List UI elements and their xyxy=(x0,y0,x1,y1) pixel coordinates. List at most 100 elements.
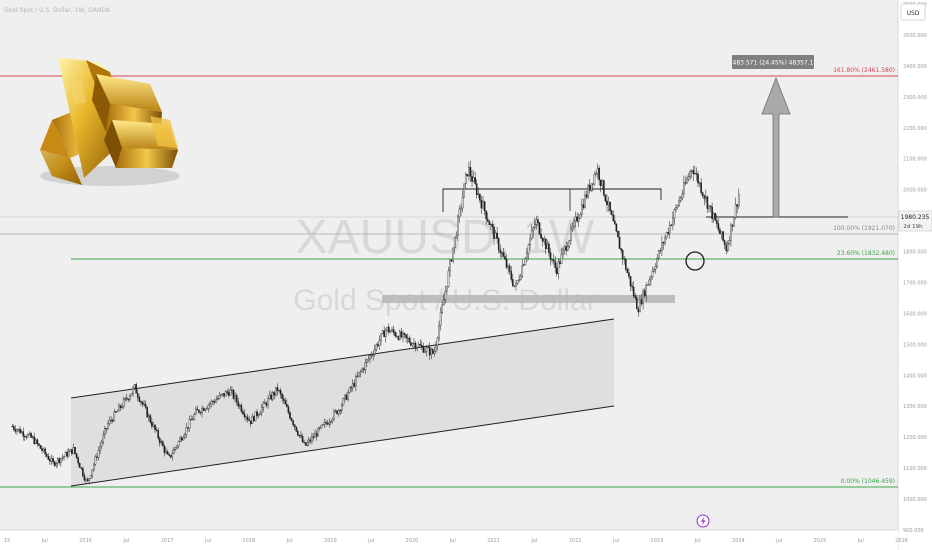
candle xyxy=(36,438,39,448)
candle xyxy=(99,441,101,455)
candle xyxy=(667,227,669,236)
candle xyxy=(625,257,627,272)
candle xyxy=(510,266,513,283)
candle xyxy=(698,181,701,188)
candle xyxy=(370,351,373,359)
candle xyxy=(190,415,192,421)
candle xyxy=(75,453,78,459)
candle xyxy=(248,415,250,422)
candle xyxy=(543,235,546,245)
candle xyxy=(71,449,73,456)
candle xyxy=(424,347,426,354)
candle xyxy=(185,422,188,439)
candle xyxy=(695,167,698,181)
candle xyxy=(453,237,456,254)
gold-bars-image xyxy=(40,58,180,186)
candle xyxy=(16,428,18,435)
candle xyxy=(50,454,53,465)
candle xyxy=(351,379,354,392)
candle xyxy=(505,254,508,270)
candle xyxy=(193,412,196,421)
candle xyxy=(63,455,65,461)
candle xyxy=(227,388,230,398)
candle xyxy=(273,390,276,400)
candle xyxy=(67,447,70,458)
candle xyxy=(292,419,294,427)
support-zone[interactable] xyxy=(382,295,675,303)
channel-lower-line[interactable] xyxy=(70,405,615,487)
candle xyxy=(573,217,575,231)
candle xyxy=(234,392,236,403)
candle xyxy=(119,404,122,411)
candle xyxy=(231,385,233,395)
candle xyxy=(701,191,704,199)
candle xyxy=(240,402,243,414)
time-axis-tick-5: Jul xyxy=(204,538,211,544)
target-arrow[interactable] xyxy=(761,76,791,218)
candle xyxy=(389,329,392,333)
reversal-circle-marker[interactable] xyxy=(685,251,705,271)
candle xyxy=(25,434,28,440)
candle xyxy=(686,175,688,185)
candle xyxy=(392,325,395,336)
candle xyxy=(441,300,444,314)
candle xyxy=(322,423,324,426)
candle xyxy=(267,395,269,409)
candle xyxy=(44,447,46,458)
time-axis-tick-7: Jul xyxy=(286,538,293,544)
candle xyxy=(612,210,615,222)
candle xyxy=(377,341,379,349)
candle xyxy=(337,408,340,417)
currency-button[interactable] xyxy=(900,3,926,21)
candle xyxy=(278,389,280,393)
candle xyxy=(468,161,470,182)
candle xyxy=(672,211,674,231)
candle xyxy=(621,248,624,266)
candle xyxy=(560,247,563,265)
candle xyxy=(61,453,64,461)
candle xyxy=(210,399,213,408)
candle xyxy=(581,198,583,218)
candle xyxy=(378,335,381,351)
candle xyxy=(300,431,302,439)
candle xyxy=(417,341,420,349)
candle xyxy=(282,394,285,405)
candle xyxy=(147,412,150,422)
candle xyxy=(20,429,23,434)
candle xyxy=(540,228,542,240)
candle xyxy=(435,341,437,354)
candle xyxy=(711,202,713,224)
channel-upper-line[interactable] xyxy=(70,318,615,399)
candle xyxy=(58,457,61,465)
time-axis-tick-4: 2017 xyxy=(161,538,174,544)
candle xyxy=(19,425,21,434)
candle xyxy=(158,436,161,447)
candle xyxy=(326,419,329,426)
resistance-line[interactable] xyxy=(442,188,662,212)
candle xyxy=(220,394,222,398)
candle xyxy=(524,256,527,266)
candle xyxy=(554,256,556,273)
candle xyxy=(631,281,633,292)
candle xyxy=(369,354,371,364)
candle xyxy=(386,326,389,332)
candle xyxy=(541,236,544,247)
candle xyxy=(188,415,191,432)
candle xyxy=(361,367,363,373)
candle xyxy=(344,394,346,403)
candle xyxy=(118,403,120,412)
candle xyxy=(301,433,304,443)
candle xyxy=(246,413,249,423)
price-axis-tick-17: 900.000 xyxy=(903,528,924,534)
watermark-symbol: XAUUSD, 1W xyxy=(296,211,595,264)
candle xyxy=(457,214,459,241)
candle xyxy=(675,203,677,213)
symbol-header[interactable]: Gold Spot / U.S. Dollar, 1W, OANDA xyxy=(4,7,111,14)
candle xyxy=(182,434,185,441)
candle xyxy=(479,193,481,204)
time-axis-tick-0: 15 xyxy=(4,538,10,544)
candle xyxy=(121,403,123,410)
candle xyxy=(549,247,552,266)
